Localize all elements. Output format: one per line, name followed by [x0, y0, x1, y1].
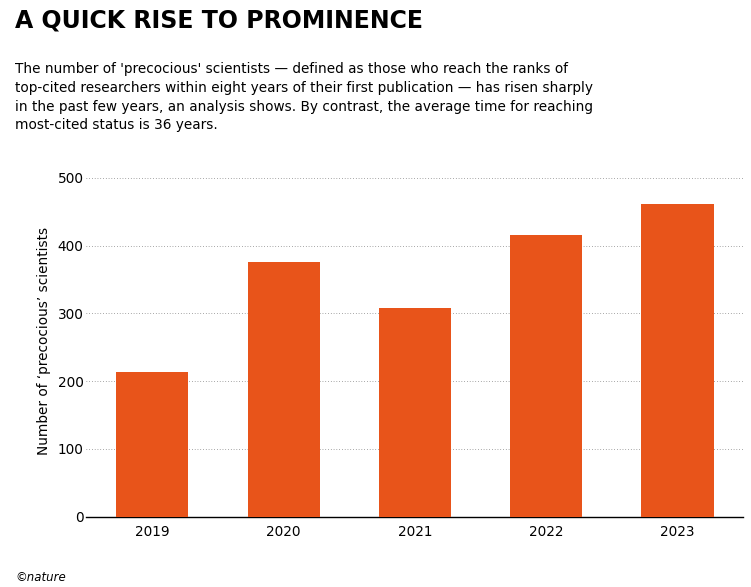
- Y-axis label: Number of ‘precocious’ scientists: Number of ‘precocious’ scientists: [37, 227, 50, 454]
- Bar: [248, 262, 320, 517]
- Text: A QUICK RISE TO PROMINENCE: A QUICK RISE TO PROMINENCE: [15, 9, 423, 33]
- Bar: [510, 235, 582, 517]
- Text: ©nature: ©nature: [15, 571, 66, 584]
- Text: The number of 'precocious' scientists — defined as those who reach the ranks of
: The number of 'precocious' scientists — …: [15, 62, 593, 133]
- Bar: [379, 308, 451, 517]
- Bar: [116, 372, 189, 517]
- Bar: [641, 204, 713, 517]
